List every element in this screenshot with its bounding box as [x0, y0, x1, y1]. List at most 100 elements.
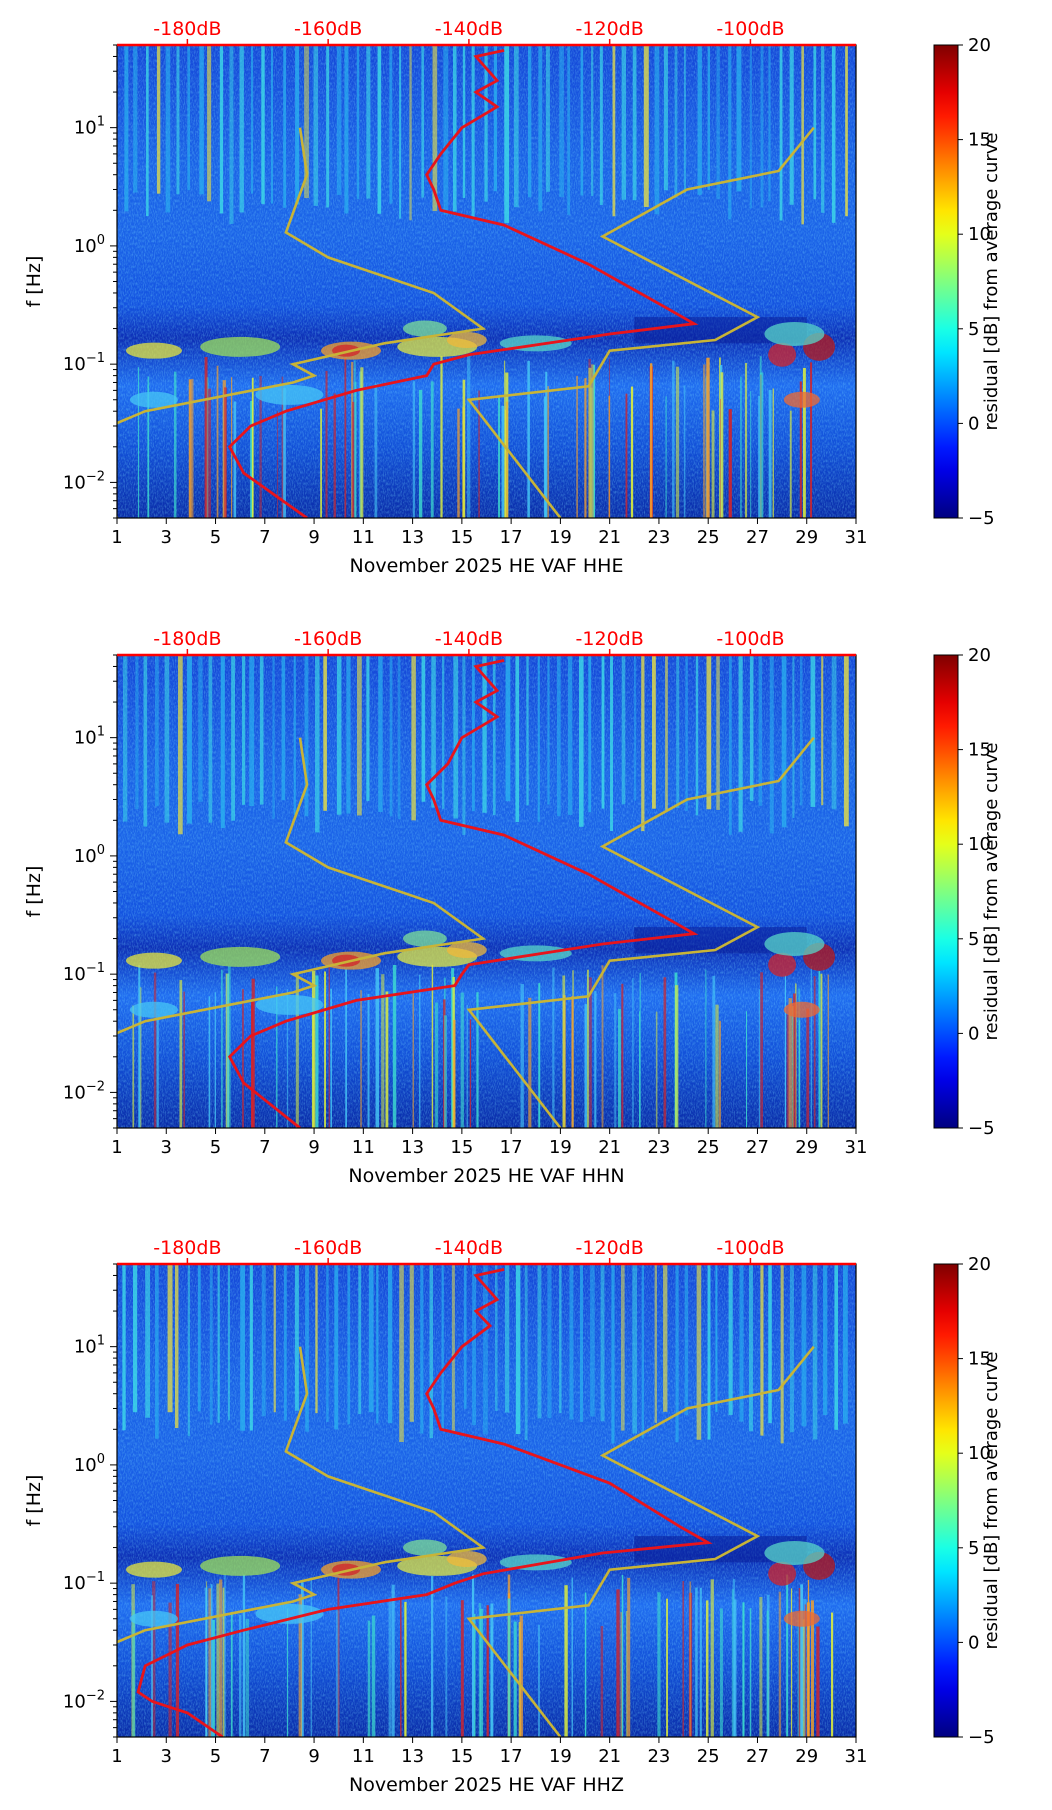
x-tick-label: 1	[111, 1137, 122, 1158]
heatmap-streak	[801, 1619, 805, 1737]
colorbar-tick-label: −5	[968, 1727, 995, 1748]
colorbar-tick-label: 15	[968, 1349, 991, 1370]
heatmap-energy-patch	[200, 336, 281, 357]
x-tick-label: 21	[598, 1746, 621, 1767]
heatmap-streak	[326, 45, 330, 208]
heatmap-streak	[792, 655, 795, 819]
heatmap-streak	[347, 1264, 351, 1425]
heatmap-streak	[191, 378, 194, 518]
heatmap-streak	[749, 45, 752, 209]
x-tick-label: 29	[795, 527, 818, 548]
heatmap-streak	[507, 1598, 511, 1737]
colorbar-tick-label: 15	[968, 130, 991, 151]
heatmap-streak	[739, 1264, 744, 1422]
heatmap-streak	[779, 45, 783, 221]
heatmap-streak	[457, 408, 460, 518]
colorbar-tick-label: 10	[968, 224, 991, 245]
heatmap-streak	[799, 381, 802, 518]
heatmap-streak	[430, 381, 434, 518]
x-tick-label: 13	[401, 1746, 424, 1767]
heatmap-streak	[490, 1603, 494, 1737]
heatmap-streak	[789, 45, 794, 205]
heatmap-energy-patch	[129, 1001, 178, 1018]
top-tick-label: -120dB	[576, 18, 644, 40]
x-tick-label: 17	[500, 1137, 523, 1158]
heatmap-streak	[147, 376, 150, 518]
heatmap-streak	[165, 45, 171, 213]
average-curve	[227, 49, 699, 518]
heatmap-streak	[409, 45, 412, 221]
x-tick-label: 13	[401, 527, 424, 548]
heatmap-streak	[719, 1608, 723, 1737]
heatmap-streak	[412, 381, 416, 518]
heatmap-streak	[600, 1264, 605, 1422]
top-tick-label: -120dB	[576, 628, 644, 650]
heatmap-streak	[374, 383, 378, 518]
heatmap-streak	[188, 379, 192, 518]
heatmap-streak	[707, 45, 710, 190]
heatmap-streak	[241, 989, 244, 1128]
heatmap-streak	[501, 405, 505, 518]
heatmap-streak	[387, 1264, 393, 1424]
heatmap-streak	[152, 1581, 156, 1737]
y-tick-label: 10−1	[63, 1570, 105, 1594]
heatmap-streak	[352, 401, 355, 518]
x-tick-label: 9	[308, 527, 319, 548]
heatmap-streak	[259, 375, 262, 518]
heatmap-streak	[376, 1264, 379, 1424]
x-tick-label: 31	[845, 527, 868, 548]
y-tick-label: 10−2	[63, 469, 105, 493]
heatmap-streak	[135, 655, 139, 810]
heatmap-streak	[695, 655, 699, 816]
heatmap-streak	[831, 45, 836, 223]
low-noise-model-curve	[117, 127, 487, 518]
x-tick-label: 3	[161, 1137, 172, 1158]
heatmap-streak	[584, 1004, 588, 1128]
heatmap-streak	[801, 45, 804, 225]
x-tick-label: 25	[697, 1746, 720, 1767]
heatmap-streak	[696, 1264, 702, 1440]
heatmap-streak	[580, 45, 584, 196]
heatmap-streak	[400, 1597, 402, 1737]
y-axis-label: f [Hz]	[23, 866, 45, 918]
y-tick-label: 101	[74, 725, 105, 749]
heatmap-streak	[695, 1587, 698, 1737]
x-tick-label: 21	[598, 1137, 621, 1158]
heatmap-streak	[249, 655, 255, 807]
heatmap-streak	[588, 655, 592, 813]
heatmap-streak	[451, 1264, 455, 1433]
heatmap-energy-patch	[125, 952, 182, 969]
heatmap-streak	[654, 45, 660, 215]
heatmap-streak	[831, 655, 837, 810]
heatmap-streak	[816, 1626, 820, 1737]
heatmap-streak	[440, 356, 443, 518]
heatmap-streak	[806, 1602, 810, 1737]
average-curve	[227, 659, 699, 1128]
heatmap-streak	[463, 1264, 467, 1409]
heatmap-streak	[462, 45, 466, 198]
heatmap-streak	[221, 969, 223, 1128]
heatmap-streak	[527, 360, 530, 518]
heatmap-streak	[198, 655, 203, 802]
heatmap-streak	[559, 45, 564, 197]
heatmap-streak	[520, 983, 524, 1128]
heatmap-streak	[569, 1264, 574, 1420]
heatmap-streak	[419, 974, 421, 1128]
heatmap-streak	[251, 377, 254, 518]
heatmap-streak	[515, 1264, 521, 1435]
colorbar-tick-label: 0	[968, 413, 979, 434]
heatmap-streak	[505, 655, 511, 802]
heatmap-streak	[212, 1620, 215, 1737]
x-tick-label: 7	[259, 527, 270, 548]
x-tick-label: 17	[500, 1746, 523, 1767]
heatmap-streak	[484, 45, 488, 202]
heatmap-streak	[716, 45, 720, 199]
top-tick-label: -160dB	[294, 628, 362, 650]
heatmap-streak	[759, 372, 764, 518]
heatmap-streak	[187, 655, 192, 824]
heatmap-streak	[371, 1615, 376, 1737]
top-tick-label: -180dB	[153, 628, 221, 650]
heatmap-streak	[216, 365, 219, 518]
heatmap-streak	[772, 388, 774, 518]
